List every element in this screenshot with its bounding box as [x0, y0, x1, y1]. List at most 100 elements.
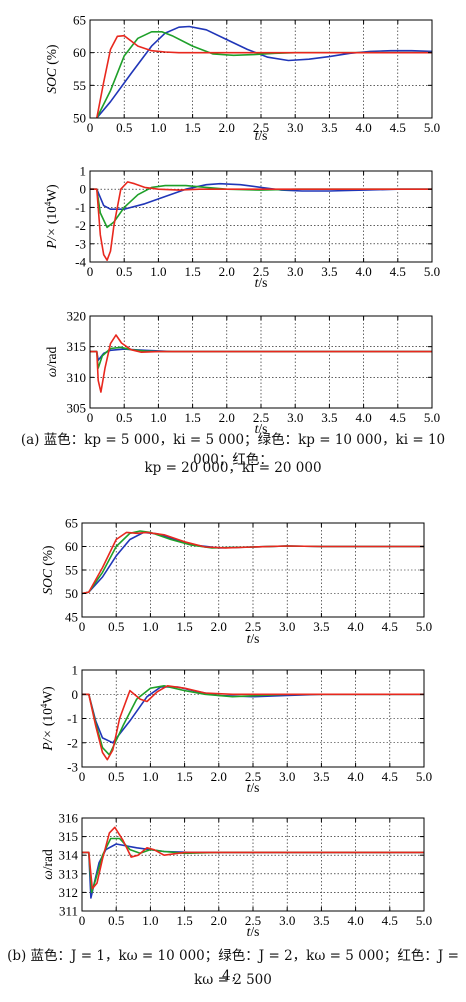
- y-tick-label: 55: [73, 78, 86, 93]
- grid: [89, 170, 433, 263]
- x-tick-label: 3.0: [287, 264, 303, 279]
- x-axis-label: t/s: [255, 421, 268, 436]
- chart-panel-3: 0 0.5 1.0 1.5 2.0 2.5 3.0 3.5 4.0 4.5 5.0 305 310 315…: [44, 309, 440, 437]
- x-tick-label: 2.0: [219, 264, 235, 279]
- series-line-3: [96, 34, 432, 119]
- x-tick-label: 3.5: [313, 769, 329, 784]
- x-tick-label: 0: [79, 769, 86, 784]
- y-tick-label: 310: [67, 370, 87, 385]
- x-tick-label: 1.5: [176, 769, 192, 784]
- x-tick-label: 0.5: [108, 769, 124, 784]
- x-tick-label: 4.0: [355, 120, 371, 135]
- x-tick-label: 5.0: [416, 913, 432, 928]
- x-tick-label: 0: [79, 619, 86, 634]
- caption-b-line2: kω = 2 500: [194, 972, 272, 988]
- x-tick-label: 0.5: [108, 913, 124, 928]
- x-tick-label: 1.0: [142, 619, 158, 634]
- x-axis-label: t/s: [247, 780, 260, 795]
- x-tick-label: 3.0: [287, 120, 303, 135]
- x-tick-label: 4.5: [382, 619, 398, 634]
- x-tick-label: 2.5: [245, 619, 261, 634]
- y-tick-label: -2: [67, 735, 78, 750]
- x-tick-label: 1.0: [142, 913, 158, 928]
- x-tick-label: 1.0: [150, 264, 166, 279]
- x-tick-label: 1.5: [176, 619, 192, 634]
- x-tick-label: 4.5: [382, 769, 398, 784]
- y-tick-label: 315: [67, 339, 87, 354]
- y-tick-label: 320: [67, 309, 87, 324]
- x-tick-label: 4.0: [347, 769, 363, 784]
- x-tick-label: 4.0: [355, 410, 371, 425]
- series-line-1: [96, 25, 433, 119]
- x-tick-label: 2.5: [245, 769, 261, 784]
- x-tick-label: 1.5: [176, 913, 192, 928]
- x-tick-label: 2.5: [253, 264, 269, 279]
- y-tick-label: 0: [80, 182, 87, 197]
- chart-panel-5: 0 0.5 1.0 1.5 2.0 2.5 3.0 3.5 4.0 4.5 5.0 -3 -2 -1 0 1 P…: [39, 663, 432, 796]
- y-tick-label: 311: [59, 904, 78, 919]
- x-tick-label: 1.5: [184, 410, 200, 425]
- x-tick-label: 2.0: [211, 769, 227, 784]
- series-line-3: [82, 684, 424, 761]
- x-tick-label: 2.0: [219, 120, 235, 135]
- x-axis-label: t/s: [255, 275, 268, 290]
- grid: [89, 315, 433, 409]
- chart-panel-2: 0 0.5 1.0 1.5 2.0 2.5 3.0 3.5 4.0 4.5 5.0 -4 -3 -2 -1 0…: [43, 164, 440, 291]
- y-tick-label: 60: [65, 539, 78, 554]
- y-tick-label: -3: [67, 760, 78, 775]
- x-tick-label: 0: [87, 120, 94, 135]
- x-tick-label: 5.0: [424, 264, 440, 279]
- y-axis-label: ω/rad: [40, 849, 55, 880]
- y-tick-label: 315: [59, 829, 79, 844]
- y-axis-label: P/× (104W): [39, 686, 55, 751]
- x-tick-label: 2.0: [211, 913, 227, 928]
- x-tick-label: 2.5: [253, 120, 269, 135]
- grid: [81, 669, 425, 768]
- x-tick-label: 4.5: [390, 120, 406, 135]
- x-tick-label: 1.0: [150, 120, 166, 135]
- y-tick-label: 55: [65, 563, 78, 578]
- x-tick-label: 2.0: [211, 619, 227, 634]
- y-tick-label: 314: [59, 848, 79, 863]
- x-tick-label: 5.0: [416, 619, 432, 634]
- x-axis-label: t/s: [247, 924, 260, 939]
- y-tick-label: 305: [67, 401, 87, 416]
- y-tick-label: 50: [73, 111, 86, 126]
- x-tick-label: 3.0: [279, 913, 295, 928]
- chart-panel-1: 0 0.5 1.0 1.5 2.0 2.5 3.0 3.5 4.0 4.5 5.0 50 55 60 65 S…: [44, 13, 440, 144]
- x-tick-label: 5.0: [416, 769, 432, 784]
- x-tick-label: 0: [79, 913, 86, 928]
- series-line-2: [90, 346, 432, 369]
- x-tick-label: 3.5: [313, 913, 329, 928]
- x-tick-label: 3.5: [313, 619, 329, 634]
- y-tick-label: -1: [67, 711, 78, 726]
- grid: [89, 19, 433, 119]
- x-tick-label: 4.0: [347, 913, 363, 928]
- chart-panel-4: 0 0.5 1.0 1.5 2.0 2.5 3.0 3.5 4.0 4.5 5.0 45 50 55 60 6…: [40, 516, 432, 647]
- x-tick-label: 1.5: [184, 120, 200, 135]
- x-tick-label: 0.5: [116, 264, 132, 279]
- x-tick-label: 2.5: [253, 410, 269, 425]
- x-tick-label: 4.5: [382, 913, 398, 928]
- caption-a-line1: (a) 蓝色：kp = 5 000，ki = 5 000；绿色：kp = 10 …: [20, 432, 446, 468]
- x-tick-label: 4.0: [347, 619, 363, 634]
- x-tick-label: 4.5: [390, 264, 406, 279]
- x-tick-label: 3.5: [321, 264, 337, 279]
- y-tick-label: -3: [75, 236, 86, 251]
- chart-panel-6: 0 0.5 1.0 1.5 2.0 2.5 3.0 3.5 4.0 4.5 5.0 311 312 313…: [40, 811, 432, 940]
- x-tick-label: 0: [87, 264, 94, 279]
- x-tick-label: 3.0: [279, 619, 295, 634]
- y-tick-label: 60: [73, 45, 86, 60]
- y-axis-label: SOC (%): [40, 545, 55, 594]
- grid: [81, 817, 425, 912]
- x-tick-label: 1.0: [150, 410, 166, 425]
- x-tick-label: 4.0: [355, 264, 371, 279]
- y-tick-label: 45: [65, 610, 78, 625]
- series-line-3: [82, 826, 424, 890]
- caption-a-line2: kp = 20 000，ki = 20 000: [144, 460, 322, 476]
- x-tick-label: 0.5: [108, 619, 124, 634]
- y-tick-label: 312: [59, 885, 79, 900]
- y-tick-label: 313: [59, 866, 79, 881]
- y-tick-label: 1: [80, 164, 87, 179]
